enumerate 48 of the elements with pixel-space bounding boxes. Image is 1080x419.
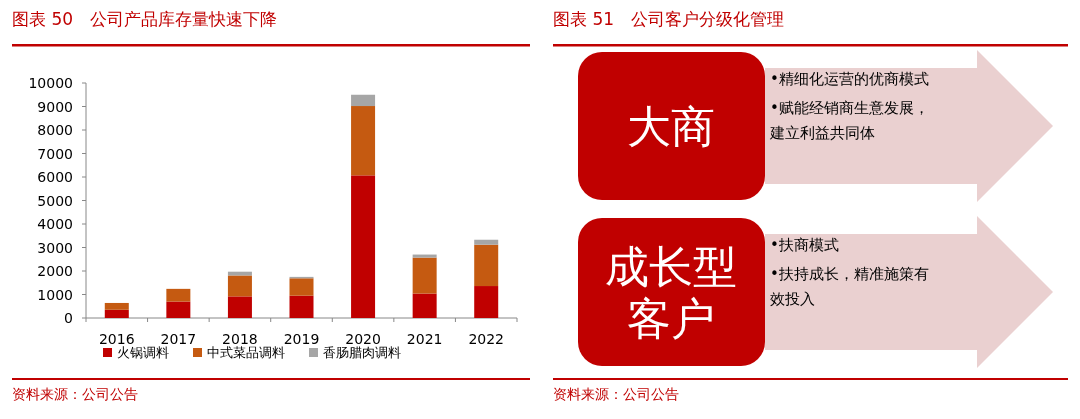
legend-label: 火锅调料: [117, 345, 169, 360]
bar: [412, 254, 437, 258]
x-tick-label: 2019: [283, 331, 320, 347]
x-tick-label: 2021: [406, 331, 443, 347]
legend-label: 香肠腊肉调料: [323, 345, 401, 360]
y-tick-label: 1000: [37, 286, 73, 303]
bar: [474, 244, 499, 287]
y-tick-label: 8000: [37, 122, 73, 138]
y-tick-label: 7000: [37, 145, 73, 162]
bar: [166, 301, 191, 318]
y-tick-label: 6000: [37, 169, 73, 185]
legend-label: 中式菜品调料: [207, 345, 285, 360]
bar: [474, 239, 499, 245]
bar: [474, 286, 499, 318]
y-tick-label: 3000: [37, 239, 73, 256]
bar: [289, 295, 314, 318]
bar: [412, 293, 437, 318]
bar: [412, 257, 437, 294]
bar: [351, 175, 376, 318]
text: •扶持成长，精准施策有效投入: [770, 265, 929, 308]
y-tick-label: 4000: [37, 216, 73, 232]
x-tick-label: 2016: [98, 331, 135, 347]
text: •扶商模式: [770, 236, 839, 254]
bar: [227, 296, 252, 318]
bar: [166, 288, 191, 302]
x-tick-label: 2022: [468, 331, 505, 347]
text: 成长型客户: [605, 240, 737, 344]
bar: [351, 94, 376, 107]
y-tick-label: 10000: [28, 75, 73, 91]
x-tick-label: 2018: [222, 331, 258, 347]
y-tick-label: 2000: [37, 263, 73, 279]
bar: [351, 106, 376, 176]
x-tick-label: 2020: [345, 331, 381, 347]
text: •精细化运营的优商模式: [770, 70, 929, 88]
text: 资料来源：公司公告: [12, 386, 138, 402]
chart-title: 图表 50 公司产品库存量快速下降: [12, 9, 278, 29]
bar: [104, 309, 129, 318]
bar: [104, 302, 129, 310]
x-tick-label: 2017: [160, 331, 197, 347]
text: 资料来源：公司公告: [553, 386, 679, 402]
y-tick-label: 5000: [37, 192, 73, 209]
text: •赋能经销商生意发展，建立利益共同体: [769, 99, 929, 142]
text: 大商: [627, 100, 715, 152]
bar: [289, 278, 314, 296]
y-tick-label: 0: [64, 310, 73, 326]
bar: [227, 275, 252, 297]
y-tick-label: 9000: [37, 98, 73, 115]
text: 图表 51 公司客户分级化管理: [553, 9, 785, 29]
